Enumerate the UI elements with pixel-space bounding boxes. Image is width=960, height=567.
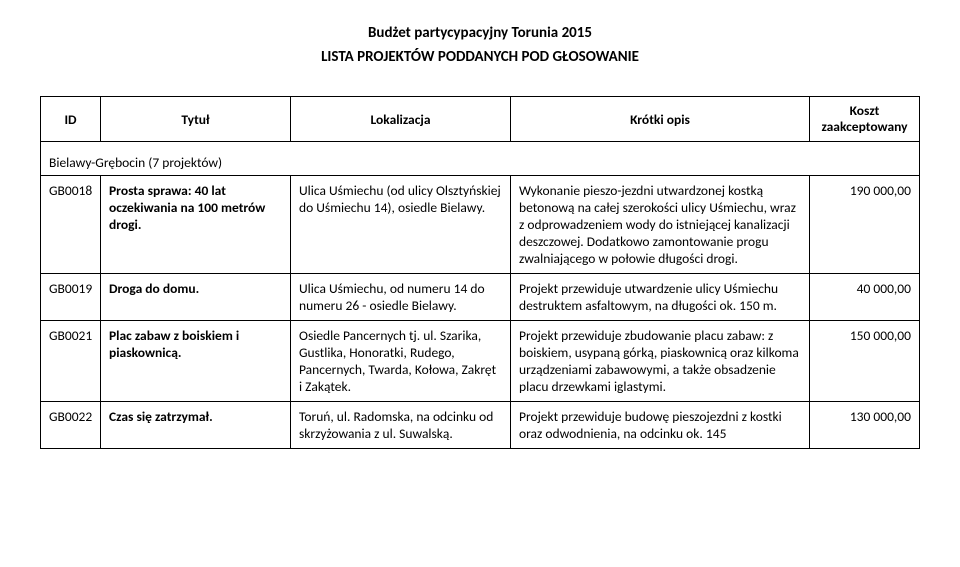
col-header-desc: Krótki opis — [511, 97, 810, 142]
col-header-cost-line2: zaakceptowany — [821, 118, 907, 135]
cell-desc: Projekt przewiduje zbudowanie placu zaba… — [511, 321, 810, 402]
cell-cost: 130 000,00 — [810, 402, 920, 449]
table-row: GB0021 Plac zabaw z boiskiem i piaskowni… — [41, 321, 920, 402]
cell-desc: Projekt przewiduje utwardzenie ulicy Uśm… — [511, 274, 810, 321]
cell-id: GB0021 — [41, 321, 101, 402]
cell-title: Czas się zatrzymał. — [101, 402, 291, 449]
page-title: Budżet partycypacyjny Torunia 2015 — [40, 24, 920, 42]
projects-table: ID Tytuł Lokalizacja Krótki opis Koszt z… — [40, 96, 920, 449]
cell-id: GB0019 — [41, 274, 101, 321]
cell-desc: Wykonanie pieszo-jezdni utwardzonej kost… — [511, 176, 810, 274]
cell-cost: 190 000,00 — [810, 176, 920, 274]
cell-cost: 150 000,00 — [810, 321, 920, 402]
cell-cost: 40 000,00 — [810, 274, 920, 321]
cell-id: GB0018 — [41, 176, 101, 274]
cell-loc: Ulica Uśmiechu, od numeru 14 do numeru 2… — [291, 274, 511, 321]
page-subtitle: LISTA PROJEKTÓW PODDANYCH POD GŁOSOWANIE — [40, 48, 920, 66]
cell-desc: Projekt przewiduje budowę pieszojezdni z… — [511, 402, 810, 449]
col-header-id: ID — [41, 97, 101, 142]
cell-title: Prosta sprawa: 40 lat oczekiwania na 100… — [101, 176, 291, 274]
col-header-title: Tytuł — [101, 97, 291, 142]
col-header-cost: Koszt zaakceptowany — [810, 97, 920, 142]
group-row: Bielawy-Grębocin (7 projektów) — [41, 142, 920, 176]
cell-loc: Toruń, ul. Radomska, na odcinku od skrzy… — [291, 402, 511, 449]
table-row: GB0018 Prosta sprawa: 40 lat oczekiwania… — [41, 176, 920, 274]
table-row: GB0022 Czas się zatrzymał. Toruń, ul. Ra… — [41, 402, 920, 449]
col-header-loc: Lokalizacja — [291, 97, 511, 142]
cell-loc: Osiedle Pancernych tj. ul. Szarika, Gust… — [291, 321, 511, 402]
table-row: GB0019 Droga do domu. Ulica Uśmiechu, od… — [41, 274, 920, 321]
cell-title: Plac zabaw z boiskiem i piaskownicą. — [101, 321, 291, 402]
cell-title: Droga do domu. — [101, 274, 291, 321]
col-header-cost-line1: Koszt — [850, 102, 880, 119]
table-header-row: ID Tytuł Lokalizacja Krótki opis Koszt z… — [41, 97, 920, 142]
cell-loc: Ulica Uśmiechu (od ulicy Olsztyńskiej do… — [291, 176, 511, 274]
group-label: Bielawy-Grębocin (7 projektów) — [41, 142, 920, 176]
cell-id: GB0022 — [41, 402, 101, 449]
